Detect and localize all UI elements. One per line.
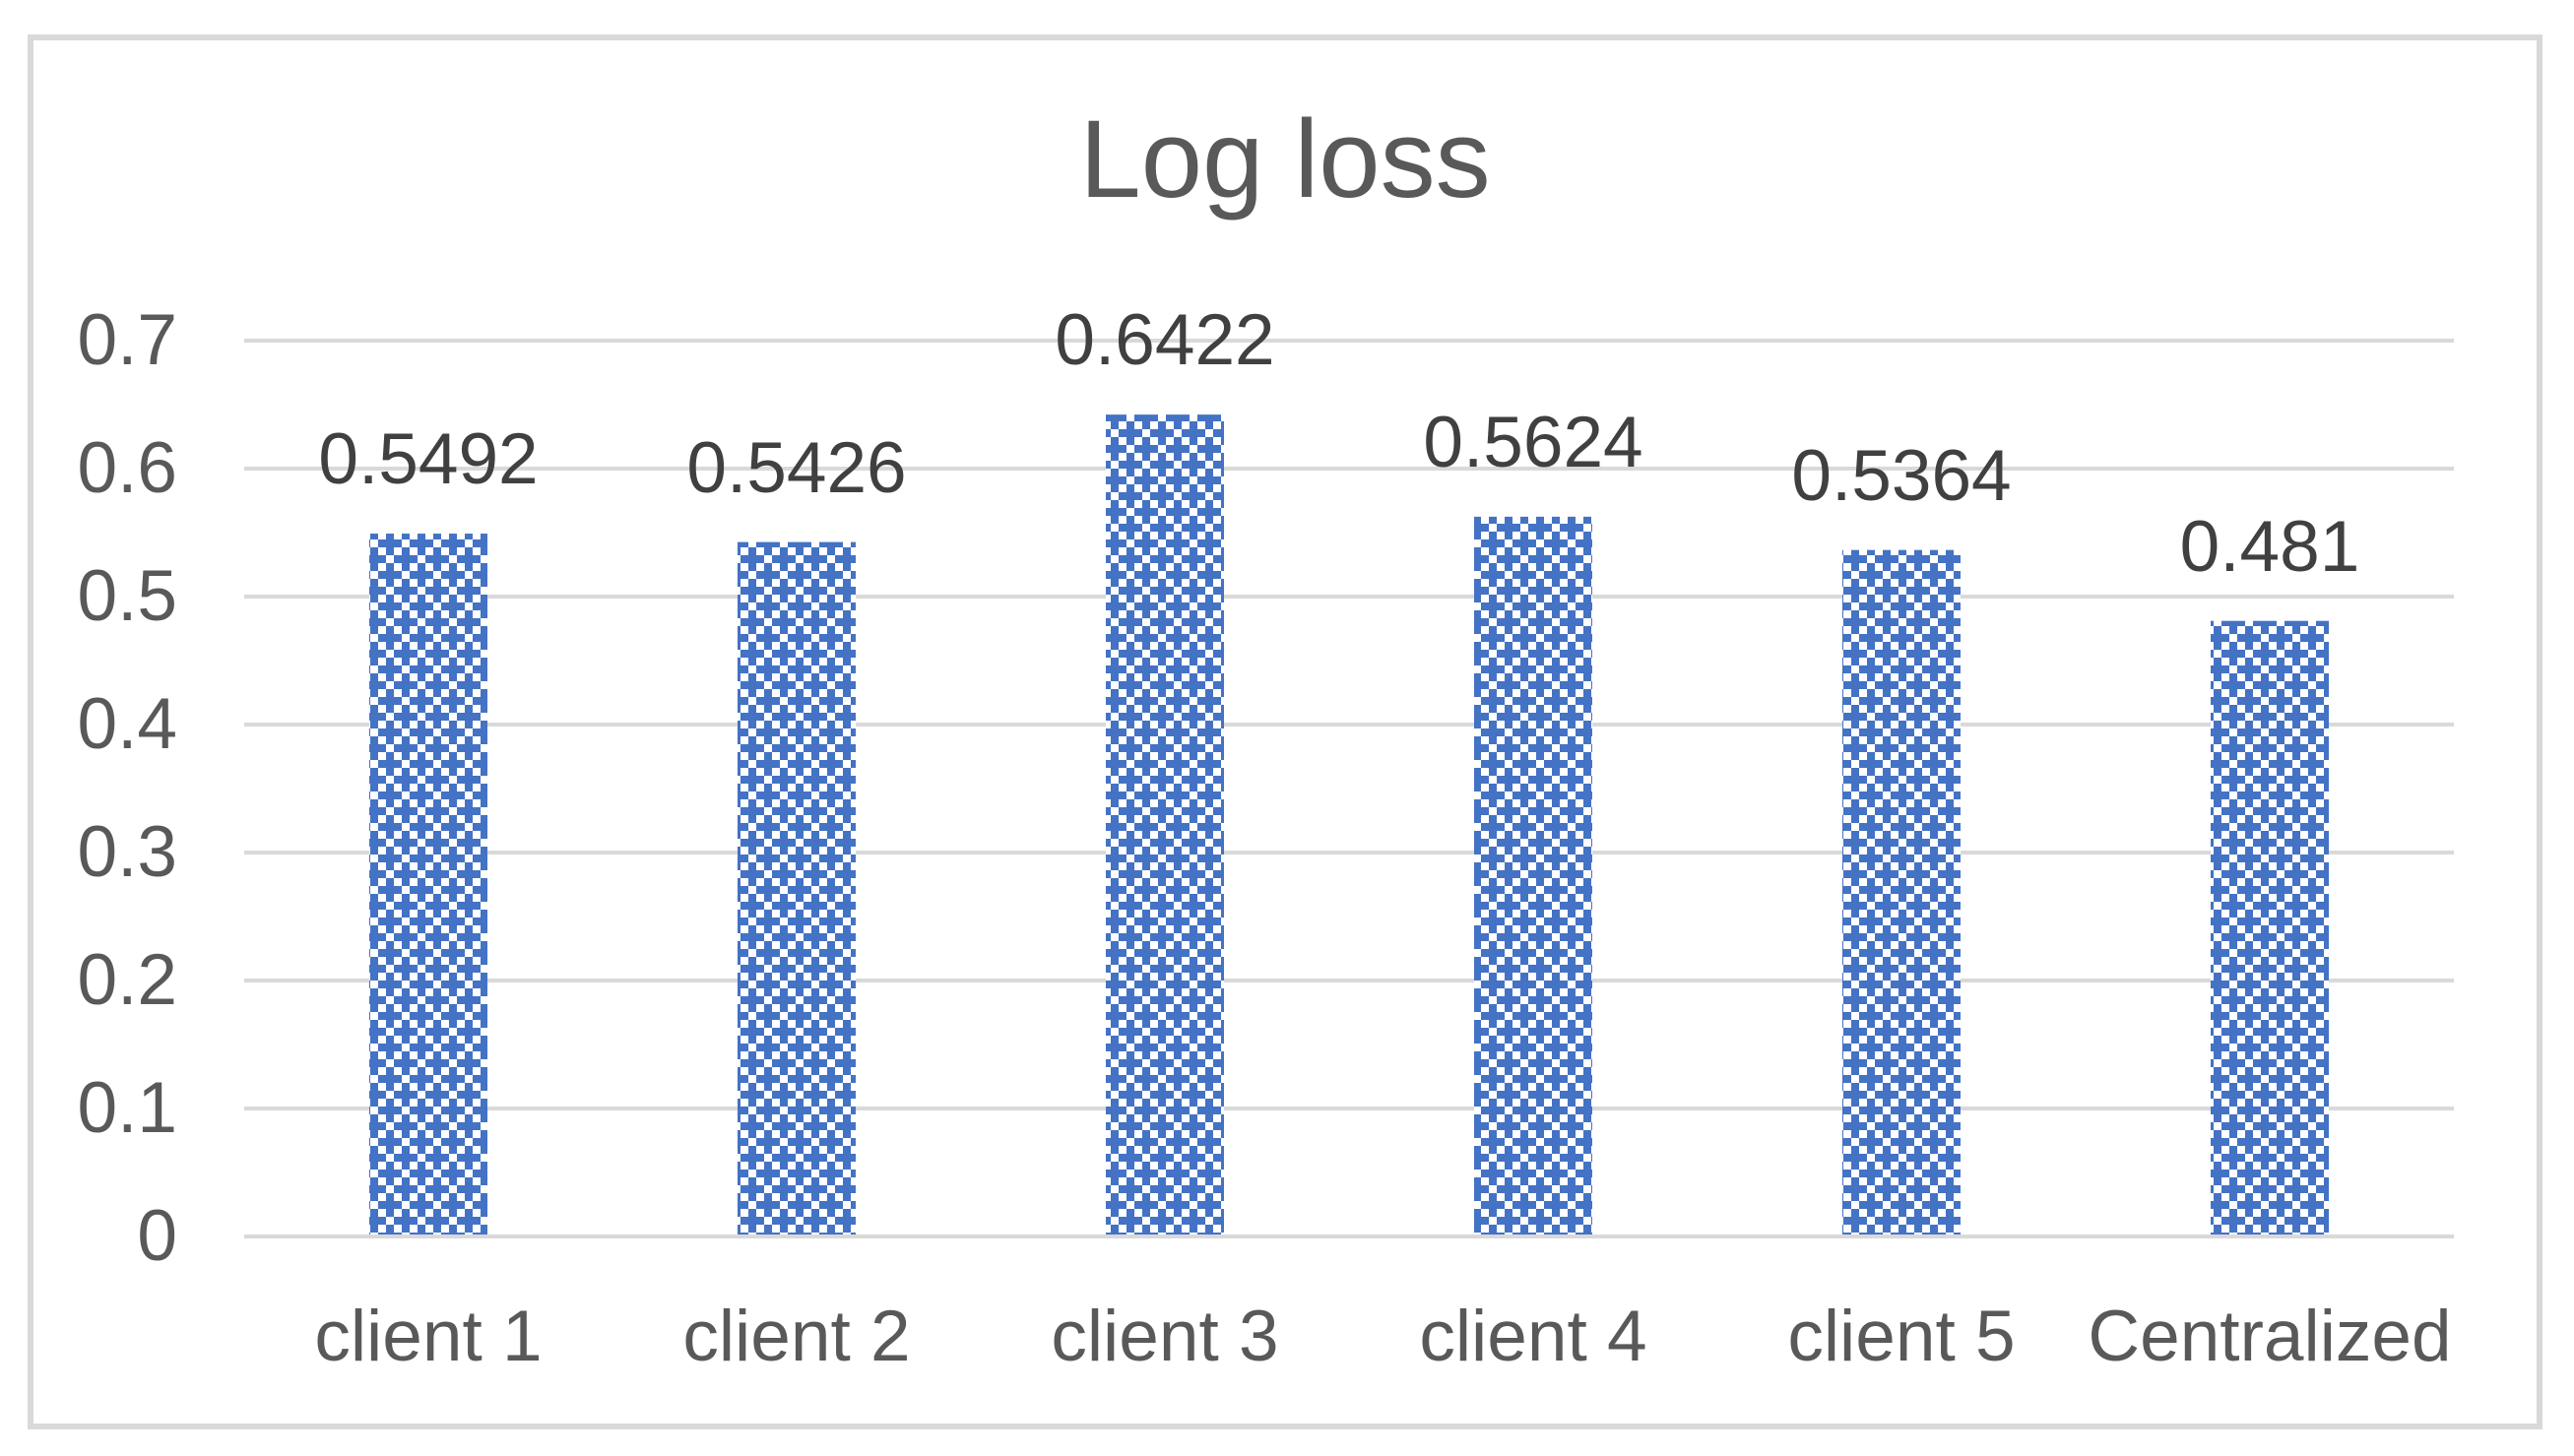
x-category-label: client 2	[682, 1297, 911, 1376]
y-tick-label: 0.7	[77, 300, 177, 380]
bar-value-label: 0.5426	[686, 427, 907, 508]
x-category-label: client 4	[1419, 1297, 1647, 1376]
y-tick-label: 0.5	[77, 556, 177, 636]
x-category-label: client 5	[1787, 1297, 2016, 1376]
bars-svg	[369, 414, 2329, 1234]
y-tick-label: 0.6	[77, 428, 177, 508]
chart-title: Log loss	[1079, 97, 1491, 221]
gridline	[244, 979, 2454, 982]
y-tick-label: 0.1	[77, 1068, 177, 1148]
x-category-label: Centralized	[2088, 1297, 2452, 1376]
bar-value-label: 0.5624	[1423, 402, 1643, 482]
gridline	[244, 851, 2454, 855]
x-category-label: client 1	[314, 1297, 543, 1376]
bar	[1842, 549, 1961, 1234]
x-category-label: client 3	[1051, 1297, 1279, 1376]
gridline	[244, 1234, 2454, 1238]
y-tick-label: 0.3	[77, 812, 177, 892]
y-tick-label: 0.2	[77, 940, 177, 1020]
gridline	[244, 1107, 2454, 1110]
bar	[1474, 516, 1592, 1234]
gridline	[244, 339, 2454, 343]
bar	[369, 534, 487, 1234]
bar-value-label: 0.5492	[318, 419, 539, 500]
bar	[738, 541, 856, 1234]
gridline	[244, 723, 2454, 727]
y-tick-label: 0	[137, 1196, 177, 1276]
bar-value-label: 0.6422	[1055, 300, 1275, 381]
bar-value-label: 0.481	[2179, 506, 2360, 587]
y-tick-label: 0.4	[77, 684, 177, 764]
gridline	[244, 595, 2454, 599]
bar	[1106, 414, 1224, 1234]
gridline	[244, 467, 2454, 471]
bar	[2211, 620, 2329, 1234]
bar-value-label: 0.5364	[1791, 435, 2012, 516]
